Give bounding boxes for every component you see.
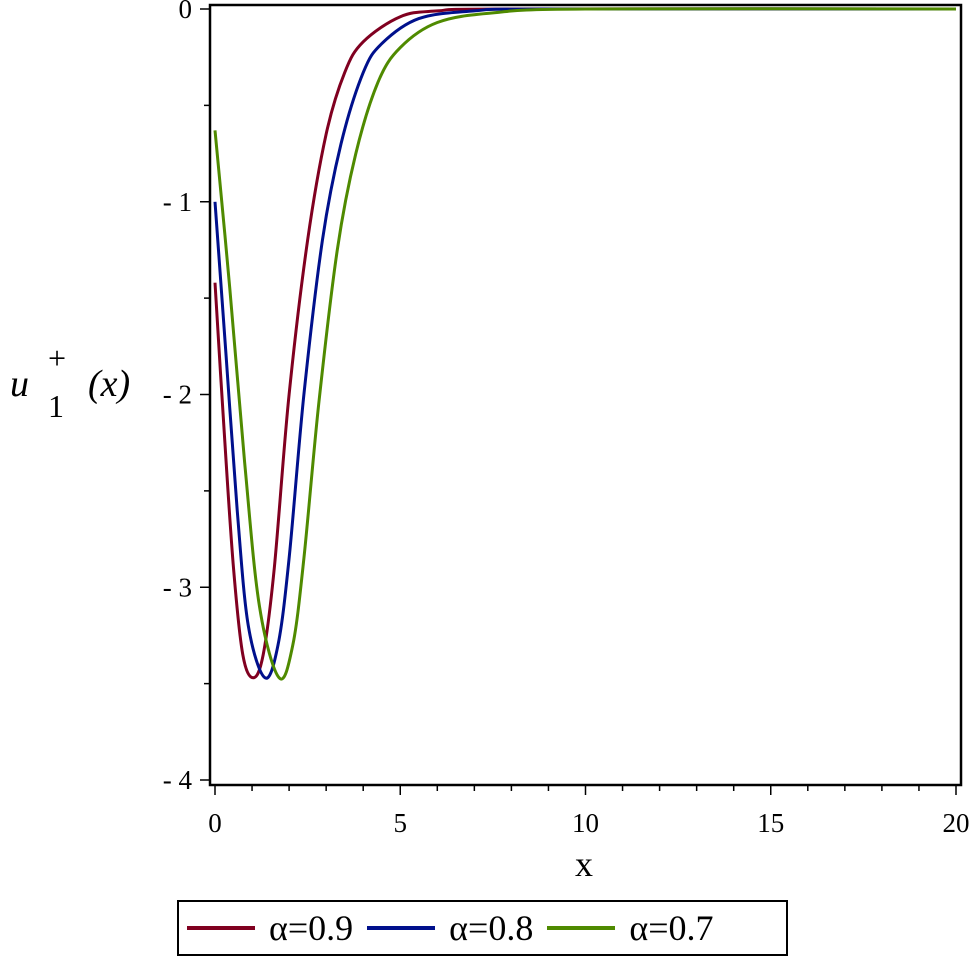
legend-swatch-green (547, 926, 616, 930)
legend-label: α=0.7 (629, 908, 714, 948)
y-axis-ticks: 0 - 1 - 2 - 3 - 4 (163, 0, 210, 795)
y-title-base: u (10, 363, 29, 405)
series-line-3 (213, 7, 957, 681)
x-axis-title: x (575, 844, 593, 884)
legend-item-alpha-0.7: α=0.7 (547, 907, 714, 949)
plot-frame (208, 3, 963, 787)
legend-swatch-blue (367, 926, 436, 930)
y-title-subscript: 1 (48, 388, 64, 424)
y-title-superscript: + (48, 340, 67, 376)
y-tick-label: - 4 (163, 765, 193, 795)
series-line-1 (213, 7, 957, 680)
legend-label: α=0.8 (449, 908, 534, 948)
series-layer (213, 7, 957, 681)
x-tick-label: 15 (757, 808, 784, 838)
y-tick-label: 0 (179, 0, 193, 24)
y-tick-label: - 2 (163, 380, 192, 410)
legend-item-alpha-0.8: α=0.8 (367, 907, 533, 949)
legend-item-alpha-0.9: α=0.9 (187, 907, 353, 949)
x-axis-ticks: 0 5 10 15 20 (208, 785, 970, 838)
y-tick-label: - 1 (163, 187, 192, 217)
x-tick-label: 5 (394, 808, 408, 838)
legend-swatch-red (187, 926, 255, 930)
x-tick-label: 0 (208, 808, 222, 838)
y-axis-title: u + 1 (x) (10, 340, 130, 424)
legend: α=0.9 α=0.8 α=0.7 (177, 900, 788, 956)
x-tick-label: 10 (572, 808, 599, 838)
x-tick-label: 20 (943, 808, 970, 838)
legend-label: α=0.9 (269, 908, 354, 948)
series-line-2 (213, 7, 957, 680)
y-tick-label: - 3 (163, 572, 192, 602)
y-title-argument: (x) (88, 363, 131, 405)
